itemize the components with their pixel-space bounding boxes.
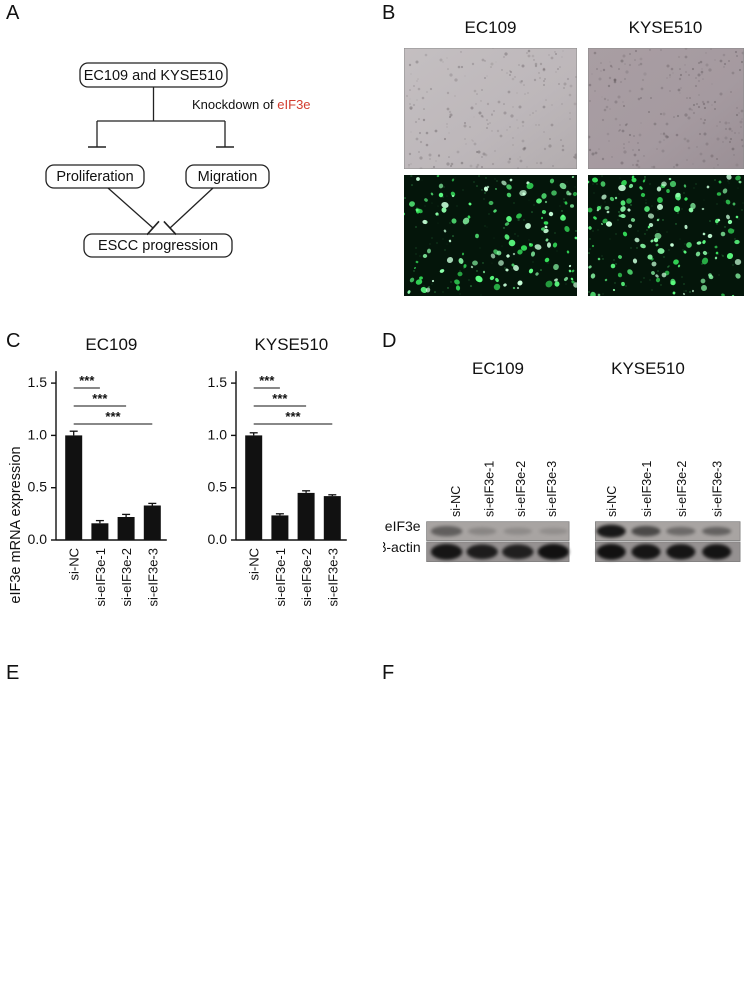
svg-text:si-eIF3e-2: si-eIF3e-2 [299, 548, 314, 607]
svg-text:si-eIF3e-1: si-eIF3e-1 [483, 461, 497, 517]
svg-text:si-eIF3e-1: si-eIF3e-1 [93, 548, 108, 607]
svg-text:si-NC: si-NC [247, 548, 262, 581]
svg-text:0.5: 0.5 [208, 479, 228, 495]
svg-text:1.0: 1.0 [208, 426, 228, 442]
svg-text:si-NC: si-NC [67, 548, 82, 581]
svg-text:si-NC: si-NC [605, 486, 619, 517]
svg-text:EC109: EC109 [85, 335, 137, 354]
svg-text:eIF3e: eIF3e [385, 518, 421, 534]
svg-text:si-eIF3e-1: si-eIF3e-1 [640, 461, 654, 517]
svg-text:0.5: 0.5 [28, 479, 48, 495]
svg-text:1.0: 1.0 [28, 426, 48, 442]
svg-text:si-eIF3e-2: si-eIF3e-2 [514, 461, 528, 517]
svg-text:EC109: EC109 [472, 359, 524, 378]
svg-text:0.0: 0.0 [208, 531, 228, 547]
svg-text:si-NC: si-NC [449, 486, 463, 517]
svg-text:KYSE510: KYSE510 [255, 335, 329, 354]
svg-text:EC109 and KYSE510: EC109 and KYSE510 [84, 68, 223, 84]
svg-text:si-eIF3e-3: si-eIF3e-3 [325, 548, 340, 607]
svg-text:***: *** [79, 373, 95, 388]
svg-text:β-actin: β-actin [383, 539, 421, 555]
svg-text:0.0: 0.0 [28, 531, 48, 547]
svg-text:si-eIF3e-3: si-eIF3e-3 [711, 461, 725, 517]
svg-text:si-eIF3e-1: si-eIF3e-1 [273, 548, 288, 607]
svg-text:Knockdown of eIF3e: Knockdown of eIF3e [192, 97, 311, 112]
svg-text:ESCC progression: ESCC progression [98, 238, 218, 254]
svg-text:1.5: 1.5 [208, 374, 228, 390]
svg-text:si-eIF3e-3: si-eIF3e-3 [545, 461, 559, 517]
svg-text:***: *** [259, 373, 275, 388]
svg-text:***: *** [105, 409, 121, 424]
svg-text:Migration: Migration [198, 169, 258, 185]
svg-text:***: *** [272, 391, 288, 406]
svg-text:***: *** [285, 409, 301, 424]
svg-text:1.5: 1.5 [28, 374, 48, 390]
svg-text:si-eIF3e-2: si-eIF3e-2 [119, 548, 134, 607]
svg-text:Proliferation: Proliferation [56, 169, 133, 185]
svg-text:si-eIF3e-2: si-eIF3e-2 [675, 461, 689, 517]
svg-text:KYSE510: KYSE510 [611, 359, 685, 378]
svg-text:***: *** [92, 391, 108, 406]
svg-text:si-eIF3e-3: si-eIF3e-3 [145, 548, 160, 607]
